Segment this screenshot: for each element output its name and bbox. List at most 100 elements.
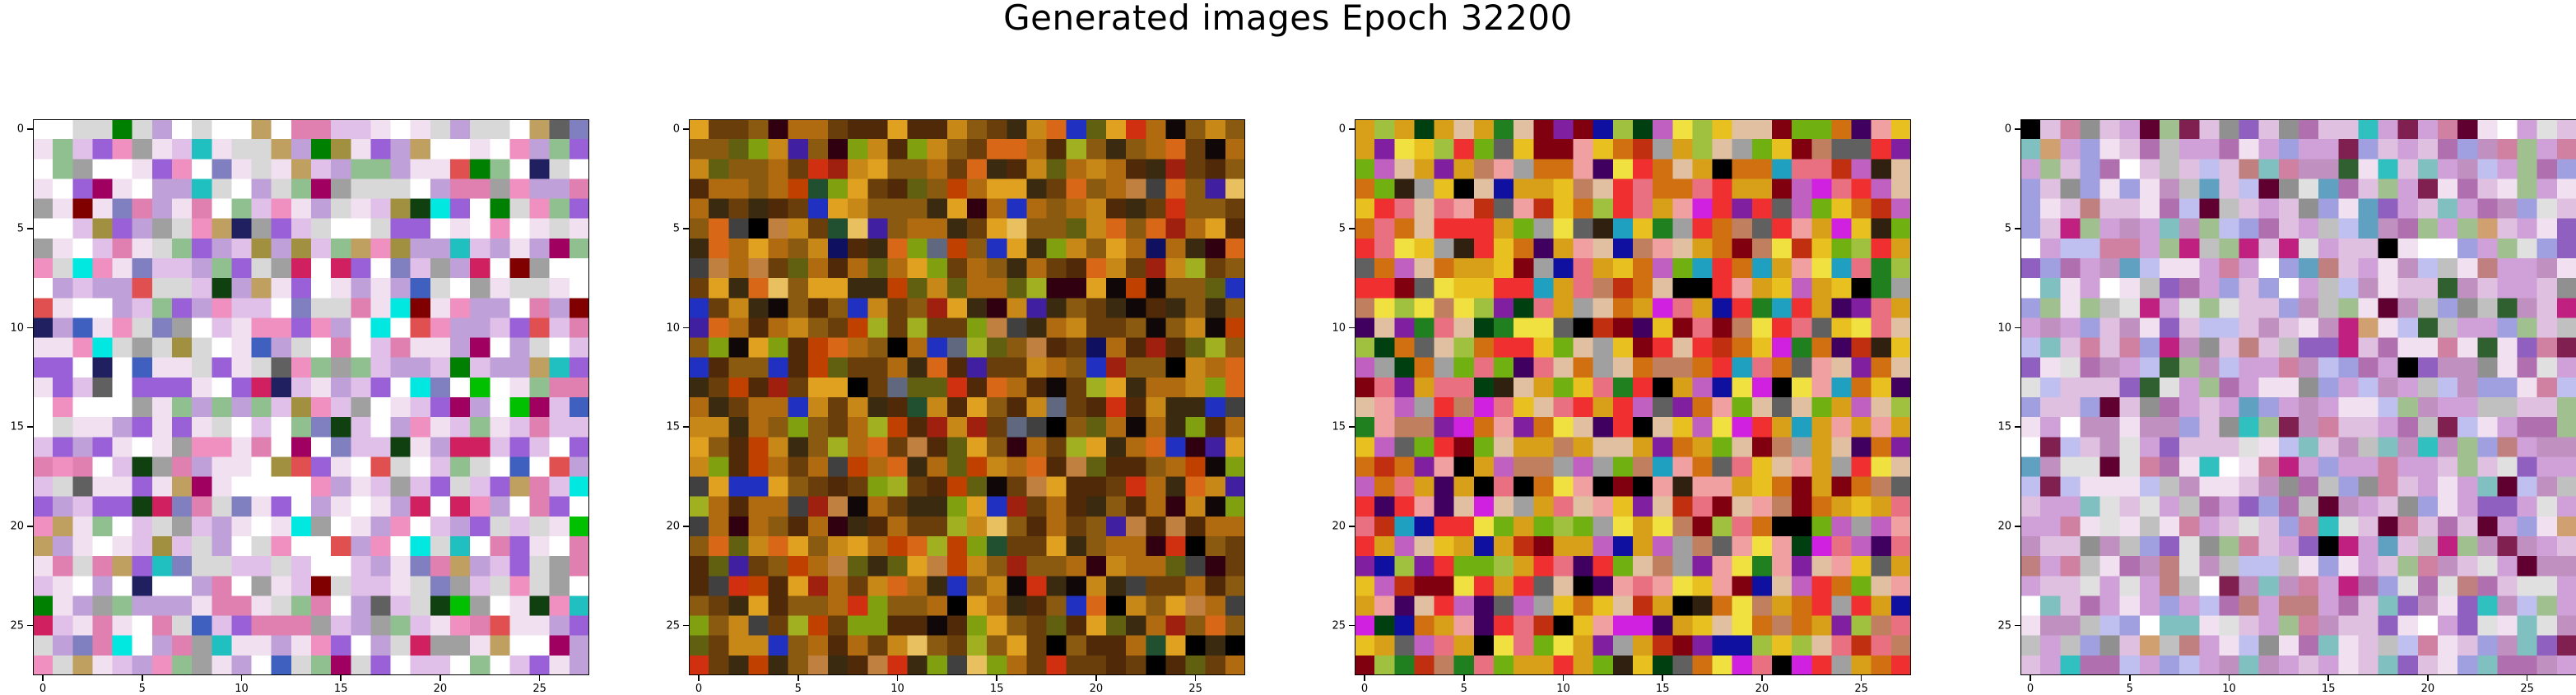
x-tick-mark — [1463, 675, 1465, 681]
generated-image-4 — [2020, 119, 2576, 675]
generated-image-1 — [33, 119, 589, 675]
x-tick-label: 0 — [695, 683, 703, 695]
x-tick-label: 25 — [1188, 683, 1202, 695]
x-tick-mark — [1562, 675, 1565, 681]
generated-image-3 — [1355, 119, 1911, 675]
y-tick-mark — [1349, 228, 1355, 229]
x-tick-mark — [1662, 675, 1663, 681]
x-tick-label: 0 — [2026, 683, 2034, 695]
x-tick-label: 25 — [2520, 683, 2534, 695]
y-tick-label: 5 — [16, 222, 24, 235]
y-tick-mark — [2015, 128, 2020, 130]
y-tick-mark — [27, 426, 33, 428]
y-tick-mark — [1349, 426, 1355, 428]
y-tick-mark — [683, 327, 689, 329]
figure-title: Generated images Epoch 32200 — [1003, 0, 1573, 38]
x-tick-label: 10 — [1556, 683, 1570, 695]
y-tick-mark — [27, 128, 33, 130]
x-tick-mark — [2427, 675, 2429, 681]
y-tick-label: 25 — [1332, 619, 1346, 632]
y-tick-mark — [683, 426, 689, 428]
x-tick-label: 10 — [2222, 683, 2236, 695]
y-tick-label: 25 — [10, 619, 24, 632]
y-tick-mark — [1349, 624, 1355, 627]
x-tick-label: 5 — [794, 683, 802, 695]
x-tick-mark — [1761, 675, 1763, 681]
y-tick-mark — [683, 228, 689, 229]
y-tick-mark — [683, 624, 689, 627]
x-tick-mark — [1095, 675, 1097, 681]
x-tick-label: 5 — [1460, 683, 1467, 695]
y-tick-mark — [1349, 128, 1355, 130]
x-tick-mark — [42, 675, 44, 681]
image-panel-4: 0 0 5 5 10 10 15 15 20 20 25 25 — [1997, 119, 2576, 694]
y-tick-label: 10 — [666, 322, 680, 334]
x-tick-label: 20 — [2420, 683, 2435, 695]
y-tick-label: 10 — [10, 322, 24, 334]
x-tick-mark — [996, 675, 997, 681]
x-tick-mark — [2129, 675, 2131, 681]
image-panel-2: 0 0 5 5 10 10 15 15 20 20 25 25 — [666, 119, 1245, 694]
y-tick-label: 20 — [1997, 520, 2011, 533]
x-tick-label: 5 — [2126, 683, 2133, 695]
x-tick-mark — [340, 675, 342, 681]
image-panel-1: 0 0 5 5 10 10 15 15 20 20 25 25 — [10, 119, 589, 694]
y-tick-label: 15 — [10, 420, 24, 433]
x-tick-label: 15 — [2321, 683, 2336, 695]
x-tick-mark — [698, 675, 700, 681]
y-tick-label: 0 — [672, 123, 680, 136]
x-tick-mark — [1860, 675, 1862, 681]
y-tick-label: 25 — [666, 619, 680, 632]
x-tick-label: 15 — [333, 683, 348, 695]
y-tick-label: 10 — [1332, 322, 1346, 334]
x-tick-mark — [2030, 675, 2031, 681]
y-tick-label: 20 — [10, 520, 24, 533]
y-tick-mark — [2015, 526, 2020, 527]
y-tick-mark — [27, 228, 33, 229]
x-tick-mark — [2526, 675, 2528, 681]
x-tick-mark — [240, 675, 243, 681]
x-tick-mark — [2327, 675, 2329, 681]
x-tick-mark — [896, 675, 899, 681]
y-tick-mark — [2015, 228, 2020, 229]
x-tick-label: 10 — [235, 683, 249, 695]
x-tick-mark — [538, 675, 541, 681]
y-tick-mark — [683, 128, 689, 130]
x-tick-label: 5 — [138, 683, 146, 695]
y-tick-label: 15 — [666, 420, 680, 433]
x-tick-label: 10 — [890, 683, 904, 695]
y-tick-label: 20 — [666, 520, 680, 533]
y-tick-label: 5 — [672, 222, 680, 235]
image-panel-3: 0 0 5 5 10 10 15 15 20 20 25 25 — [1332, 119, 1911, 694]
x-tick-label: 25 — [1854, 683, 1868, 695]
y-tick-label: 5 — [1338, 222, 1346, 235]
y-tick-mark — [1349, 327, 1355, 329]
x-tick-label: 20 — [433, 683, 448, 695]
y-tick-mark — [2015, 327, 2020, 329]
y-tick-label: 0 — [1338, 123, 1346, 136]
x-tick-label: 0 — [39, 683, 47, 695]
x-tick-label: 20 — [1089, 683, 1104, 695]
y-tick-label: 20 — [1332, 520, 1346, 533]
x-tick-label: 15 — [989, 683, 1004, 695]
y-tick-label: 0 — [2004, 123, 2011, 136]
y-tick-label: 10 — [1997, 322, 2011, 334]
y-tick-label: 25 — [1997, 619, 2011, 632]
y-tick-mark — [27, 624, 33, 627]
x-tick-mark — [797, 675, 799, 681]
x-tick-label: 0 — [1360, 683, 1369, 695]
y-tick-mark — [2015, 624, 2020, 627]
x-tick-label: 25 — [532, 683, 546, 695]
y-tick-mark — [1349, 526, 1355, 527]
y-tick-label: 0 — [16, 123, 24, 136]
y-tick-mark — [27, 526, 33, 527]
x-tick-mark — [2228, 675, 2230, 681]
x-tick-mark — [1194, 675, 1197, 681]
x-tick-mark — [1364, 675, 1365, 681]
x-tick-mark — [439, 675, 441, 681]
y-tick-mark — [27, 327, 33, 329]
y-tick-label: 15 — [1332, 420, 1346, 433]
x-tick-mark — [142, 675, 143, 681]
generated-image-2 — [689, 119, 1245, 675]
y-tick-label: 15 — [1997, 420, 2011, 433]
